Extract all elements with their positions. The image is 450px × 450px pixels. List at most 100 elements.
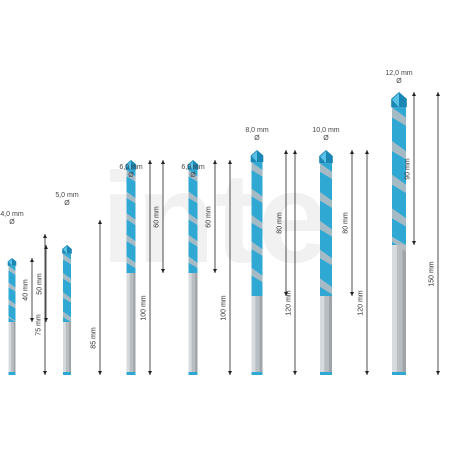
total-length-dimension-arrow-top [98,220,102,224]
drill-shank-shadow [13,322,16,375]
drill-shank-shadow [133,273,136,375]
drill-shank-shadow [402,245,406,375]
drill-shank-highlight [320,296,325,375]
drill-spiral-groove [320,249,332,266]
total-length-label: 85 mm [90,326,98,349]
drill-spiral-groove [188,169,198,182]
total-length-dimension-arrow-bottom [436,371,440,375]
drill-tip-highlight [126,161,131,170]
total-length-dimension-arrow-top [293,150,297,154]
total-length-label: 75 mm [35,313,43,336]
drill-shank-highlight [63,322,66,375]
flute-length-label: 60 mm [205,205,213,228]
drill-spiral-groove [8,316,16,322]
flute-length-dimension-arrow-top [213,160,217,164]
drill-tip-highlight [63,246,67,254]
drill-tip-highlight [251,151,257,163]
drill-spiral-groove [320,278,332,295]
total-length-dimension-arrow-top [148,160,152,164]
drill-spiral-groove [8,299,16,309]
total-length-dimension-arrow-top [436,92,440,96]
diameter-label: 6,0 mm Ø [119,164,142,180]
diameter-value: 4,0 mm [0,211,24,218]
drill-spiral-groove [63,253,71,265]
diameter-label: 8,0 mm Ø [245,127,268,143]
flute-length-dimension-arrow-bottom [213,269,217,273]
drill-tip-highlight [320,151,326,164]
drill-shank-shadow [259,296,263,375]
drill-tip-highlight [188,161,193,170]
drill-spiral-groove [126,169,136,182]
diameter-symbol: Ø [128,172,134,179]
flute-length-label: 50 mm [36,272,44,295]
drill-spiral-groove [188,256,198,269]
flute-length-dimension-arrow-bottom [161,269,165,273]
drill-spiral-groove [320,220,332,237]
diameter-value: 6,0 mm [119,164,143,171]
drill-shank-highlight [8,322,11,375]
drill-flute [8,265,16,322]
drill-spiral-groove [392,174,406,194]
drill-spiral-groove [8,265,16,275]
flute-length-dimension-arrow-bottom [44,318,48,322]
total-length-dimension-arrow-bottom [228,371,232,375]
total-length-dimension-arrow-bottom [293,371,297,375]
total-length-dimension-arrow-bottom [43,371,47,375]
diameter-value: 6,0 mm [181,164,205,171]
diameter-value: 8,0 mm [245,127,269,134]
flute-length-label: 80 mm [276,212,284,234]
drill-spiral-groove [392,107,406,126]
total-length-label: 120 mm [357,289,365,316]
flute-length-label: 60 mm [153,205,161,228]
drill-spiral-groove [320,192,332,208]
drill-shank-highlight [392,245,397,375]
flute-length-dimension-arrow-top [412,92,416,96]
drill-spiral-groove [63,273,71,284]
flute-length-dimension-arrow-top [161,160,165,164]
drill-spiral-groove [126,191,136,204]
drill-spiral-groove [8,282,16,292]
total-length-dimension-arrow-bottom [98,371,102,375]
drill-spiral-groove [251,188,263,204]
total-length-label: 150 mm [428,260,436,287]
drill-spiral-groove [126,256,136,269]
diameter-label: 6,0 mm Ø [181,164,204,180]
total-length-dimension-arrow-bottom [148,371,152,375]
drill-spiral-groove [392,141,406,160]
drill-spiral-groove [188,191,198,204]
drill-flute [63,253,71,322]
diameter-value: 10,0 mm [312,127,340,134]
diameter-symbol: Ø [254,135,260,142]
total-length-label: 100 mm [220,294,228,321]
drill-shank-shadow [69,322,71,375]
flute-length-dimension-arrow-bottom [284,292,288,296]
drill-spiral-groove [392,236,406,252]
diameter-symbol: Ø [190,172,196,179]
diameter-label: 12,0 mm Ø [385,70,412,86]
drill-spiral-groove [251,162,263,177]
drill-spiral-groove [251,214,263,230]
drill-spiral-groove [63,292,71,303]
flute-length-dimension-arrow-bottom [30,318,34,322]
flute-length-label: 90 mm [404,157,412,180]
diameter-symbol: Ø [396,78,402,85]
drill-shank-shadow [329,296,332,375]
drill-end-cap [320,372,332,375]
drill-shank-highlight [188,273,192,375]
drill-shank-shadow [195,273,198,375]
drill-spiral-groove [392,208,406,227]
diameter-value: 12,0 mm [385,70,413,77]
drill-shank-highlight [126,273,130,375]
flute-length-dimension-arrow-top [44,245,48,249]
drill-spiral-groove [320,163,332,180]
diameter-label: 5,0 mm Ø [55,192,78,208]
total-length-dimension-arrow-top [365,150,369,154]
drill-end-cap [126,372,136,375]
drill-spiral-groove [188,234,198,247]
drill-tip-highlight [392,93,399,108]
total-length-dimension-arrow-bottom [365,371,369,375]
diameter-symbol: Ø [323,135,329,142]
total-length-label: 120 mm [285,289,293,316]
total-length-dimension-arrow-top [228,160,232,164]
